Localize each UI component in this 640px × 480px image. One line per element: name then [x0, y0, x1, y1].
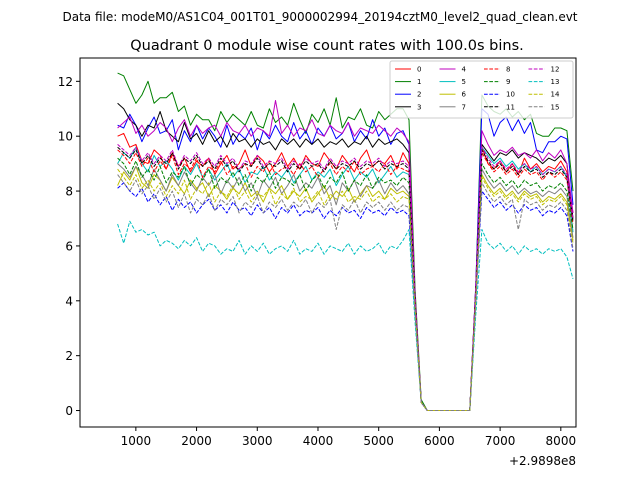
legend-label: 10	[506, 91, 515, 99]
series-line-3	[117, 102, 574, 411]
x-tick-label: 3000	[242, 434, 273, 448]
legend-label: 2	[417, 91, 421, 99]
series-line-13	[117, 220, 574, 411]
legend-box	[389, 60, 574, 119]
y-tick-label: 6	[65, 239, 73, 253]
series-line-7	[117, 163, 574, 411]
x-tick-label: 4000	[303, 434, 334, 448]
legend-label: 13	[551, 78, 560, 86]
legend-label: 1	[417, 78, 421, 86]
y-tick-label: 12	[58, 75, 73, 89]
plot-area	[79, 57, 577, 428]
series-line-9	[117, 157, 574, 411]
legend-label: 6	[462, 91, 467, 99]
chart-suptitle: Data file: modeM0/AS1C04_001T01_90000029…	[62, 10, 577, 24]
series-line-0	[117, 132, 574, 411]
x-tick-label: 2000	[181, 434, 212, 448]
legend-label: 3	[417, 103, 421, 111]
legend-label: 4	[462, 66, 467, 74]
series-line-8	[117, 149, 574, 411]
legend-label: 14	[551, 91, 560, 99]
x-tick-label: 5000	[363, 434, 394, 448]
legend-label: 0	[417, 66, 421, 74]
series-line-14	[117, 168, 574, 411]
y-tick-label: 8	[65, 185, 73, 199]
series-line-6	[117, 165, 574, 411]
y-tick-label: 2	[65, 349, 73, 363]
y-tick-label: 4	[65, 294, 73, 308]
x-axis: 1000 2000 3000 4000 5000 6000 7000 8000	[121, 427, 577, 448]
x-offset-label: +2.9898e8	[509, 454, 576, 468]
x-tick-label: 6000	[424, 434, 455, 448]
legend-label: 15	[551, 103, 560, 111]
legend-label: 12	[551, 66, 560, 74]
legend-label: 7	[462, 103, 466, 111]
series-line-11	[117, 146, 574, 411]
y-tick-label: 0	[65, 404, 73, 418]
chart-title: Quadrant 0 module wise count rates with …	[130, 38, 524, 54]
series-line-10	[117, 182, 574, 411]
x-tick-label: 7000	[485, 434, 516, 448]
x-tick-label: 8000	[546, 434, 577, 448]
series-line-5	[117, 146, 574, 411]
series-layer	[117, 72, 574, 411]
legend-label: 11	[506, 103, 515, 111]
legend-label: 8	[506, 66, 510, 74]
x-tick-label: 1000	[121, 434, 152, 448]
legend-label: 5	[462, 78, 466, 86]
series-line-12	[117, 144, 574, 411]
y-tick-label: 10	[58, 130, 73, 144]
series-line-4	[117, 100, 574, 411]
legend-label: 9	[506, 78, 510, 86]
axes-frame	[79, 57, 577, 428]
y-axis: 0 2 4 6 8 10 12	[58, 75, 80, 418]
